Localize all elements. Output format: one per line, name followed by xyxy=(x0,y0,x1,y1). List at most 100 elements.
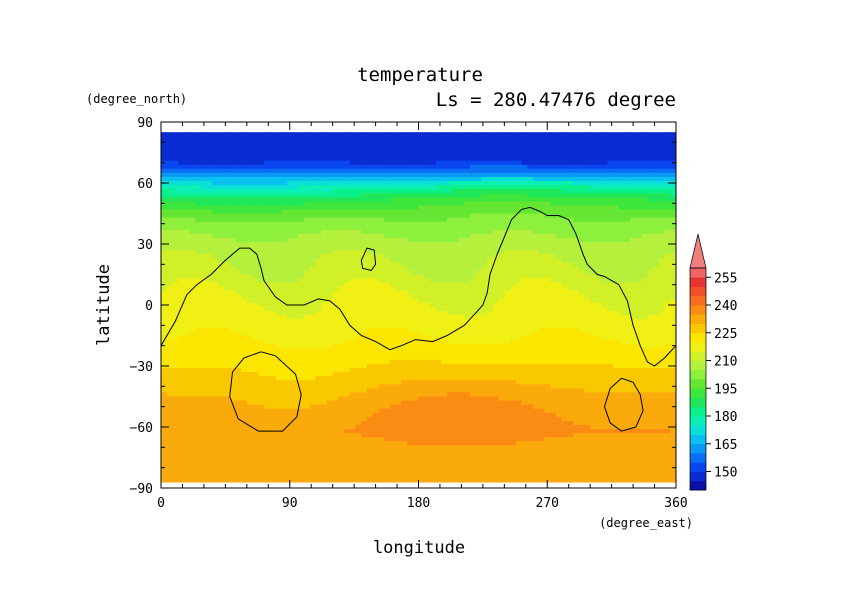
field-cell xyxy=(504,282,511,288)
field-cell xyxy=(166,282,174,288)
field-cell xyxy=(395,164,402,170)
field-cell xyxy=(286,180,294,186)
field-cell xyxy=(161,327,168,333)
field-cell xyxy=(223,237,231,243)
field-cell xyxy=(584,185,591,190)
field-cell xyxy=(246,193,254,198)
field-cell xyxy=(355,213,362,219)
field-cell xyxy=(429,217,437,223)
field-cell xyxy=(229,282,236,288)
field-cell xyxy=(241,160,248,166)
field-cell xyxy=(498,132,505,137)
field-cell xyxy=(624,311,631,316)
field-cell xyxy=(304,209,311,215)
field-cell xyxy=(653,156,660,162)
field-cell xyxy=(166,144,174,150)
field-cell xyxy=(492,201,500,206)
field-cell xyxy=(401,290,408,296)
field-cell xyxy=(326,311,334,316)
field-cell xyxy=(641,254,648,259)
field-cell xyxy=(653,160,660,166)
field-cell xyxy=(412,180,420,186)
field-cell xyxy=(349,217,357,223)
field-cell xyxy=(315,315,322,320)
field-cell xyxy=(223,189,231,194)
field-cell xyxy=(658,274,666,280)
field-cell xyxy=(355,250,362,255)
field-cell xyxy=(275,164,282,170)
field-cell xyxy=(218,351,225,357)
field-cell xyxy=(315,331,322,337)
field-cell xyxy=(424,233,431,239)
field-cell xyxy=(424,311,431,316)
field-cell xyxy=(367,254,374,259)
field-cell xyxy=(527,213,534,219)
field-cell xyxy=(447,319,454,324)
field-cell xyxy=(229,136,236,141)
field-cell xyxy=(349,294,357,300)
field-cell xyxy=(452,286,460,292)
field-cell xyxy=(372,140,380,145)
field-cell xyxy=(344,311,351,316)
field-cell xyxy=(555,160,563,166)
field-cell xyxy=(201,197,208,202)
field-cell xyxy=(212,209,219,215)
field-cell xyxy=(561,286,568,292)
field-cell xyxy=(412,213,420,219)
field-cell xyxy=(573,209,580,215)
field-cell xyxy=(367,237,374,243)
field-cell xyxy=(252,237,259,243)
field-cell xyxy=(183,327,191,333)
field-cell xyxy=(315,286,322,292)
field-cell xyxy=(298,189,305,194)
field-cell xyxy=(389,331,397,337)
field-cell xyxy=(264,185,271,190)
field-cell xyxy=(235,148,242,154)
field-cell xyxy=(367,168,374,174)
field-cell xyxy=(389,254,397,259)
field-cell xyxy=(321,323,328,328)
field-cell xyxy=(630,246,637,251)
field-cell xyxy=(510,315,517,320)
field-cell xyxy=(349,176,357,182)
field-cell xyxy=(418,294,425,300)
field-cell xyxy=(195,286,202,292)
field-cell xyxy=(630,282,637,288)
field-cell xyxy=(635,213,643,219)
field-cell xyxy=(281,355,288,361)
field-cell xyxy=(418,189,425,194)
field-cell xyxy=(435,132,442,137)
field-cell xyxy=(607,294,614,300)
field-cell xyxy=(183,286,191,292)
field-cell xyxy=(590,241,597,247)
field-cell xyxy=(527,339,534,345)
field-cell xyxy=(241,315,248,320)
field-cell xyxy=(401,172,408,178)
field-cell xyxy=(573,197,580,202)
field-cell xyxy=(555,180,563,186)
field-cell xyxy=(349,290,357,296)
field-cell xyxy=(510,185,517,190)
field-cell xyxy=(658,213,666,219)
field-cell xyxy=(201,140,208,145)
field-cell xyxy=(384,160,391,166)
field-cell xyxy=(281,307,288,312)
field-cell xyxy=(498,209,505,215)
field-cell xyxy=(407,164,414,170)
field-cell xyxy=(573,319,580,324)
field-cell xyxy=(281,278,288,284)
field-cell xyxy=(613,298,620,304)
field-cell xyxy=(475,152,483,158)
field-cell xyxy=(641,197,648,202)
field-cell xyxy=(429,205,437,211)
field-cell xyxy=(315,302,322,308)
field-cell xyxy=(561,140,568,145)
field-cell xyxy=(281,319,288,324)
field-cell xyxy=(286,148,294,154)
field-cell xyxy=(286,351,294,357)
field-cell xyxy=(429,180,437,186)
field-cell xyxy=(172,282,179,288)
field-cell xyxy=(550,132,557,137)
field-cell xyxy=(407,225,414,231)
field-cell xyxy=(412,185,420,190)
